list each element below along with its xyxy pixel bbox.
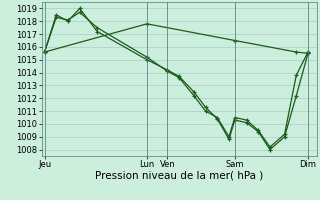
X-axis label: Pression niveau de la mer( hPa ): Pression niveau de la mer( hPa ) bbox=[95, 171, 263, 181]
